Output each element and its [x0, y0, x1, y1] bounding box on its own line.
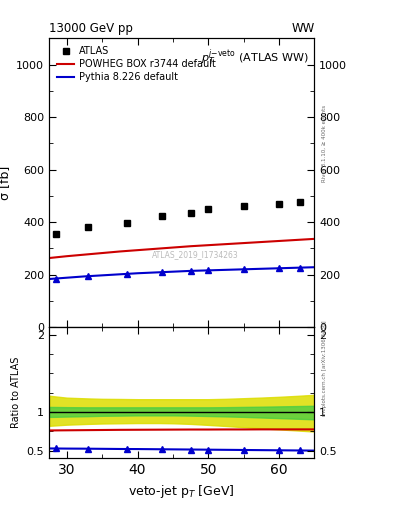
Text: mcplots.cern.ch [arXiv:1306.3436]: mcplots.cern.ch [arXiv:1306.3436] [322, 321, 327, 416]
POWHEG BOX r3744 default [224, 241, 228, 247]
Pythia 8.226 default [312, 264, 317, 270]
POWHEG BOX r3744 default [47, 255, 51, 261]
POWHEG BOX r3744 default [171, 244, 175, 250]
POWHEG BOX r3744 default [188, 243, 193, 249]
Pythia 8.226 default [241, 266, 246, 272]
POWHEG BOX r3744 default [259, 239, 264, 245]
Pythia 8.226 default [64, 274, 69, 281]
ATLAS [188, 210, 193, 216]
POWHEG BOX r3744 default [206, 242, 211, 248]
Y-axis label: σ [fb]: σ [fb] [0, 165, 11, 200]
ATLAS [206, 206, 211, 212]
Line: Pythia 8.226 default: Pythia 8.226 default [49, 267, 314, 279]
ATLAS [54, 231, 59, 237]
ATLAS [298, 199, 303, 205]
Pythia 8.226 default [277, 265, 281, 271]
Pythia 8.226 default [135, 270, 140, 276]
Line: ATLAS: ATLAS [53, 199, 304, 238]
Pythia 8.226 default [171, 269, 175, 275]
Pythia 8.226 default [47, 276, 51, 282]
Pythia 8.226 default [100, 272, 105, 279]
Pythia 8.226 default [206, 267, 211, 273]
POWHEG BOX r3744 default [100, 250, 105, 256]
POWHEG BOX r3744 default [241, 240, 246, 246]
ATLAS [241, 203, 246, 209]
Pythia 8.226 default [188, 268, 193, 274]
POWHEG BOX r3744 default [153, 246, 158, 252]
Y-axis label: Ratio to ATLAS: Ratio to ATLAS [11, 357, 21, 429]
Text: $p_T^{j\rm{-veto}}$ (ATLAS WW): $p_T^{j\rm{-veto}}$ (ATLAS WW) [201, 47, 309, 68]
ATLAS [125, 220, 129, 226]
Text: 13000 GeV pp: 13000 GeV pp [49, 22, 133, 35]
Text: Rivet 3.1.10, ≥ 400k events: Rivet 3.1.10, ≥ 400k events [322, 105, 327, 182]
POWHEG BOX r3744 default [64, 253, 69, 259]
Pythia 8.226 default [153, 269, 158, 275]
ATLAS [86, 224, 90, 230]
Pythia 8.226 default [294, 265, 299, 271]
Pythia 8.226 default [82, 273, 87, 280]
Text: WW: WW [291, 22, 314, 35]
POWHEG BOX r3744 default [277, 238, 281, 244]
Pythia 8.226 default [224, 267, 228, 273]
Pythia 8.226 default [118, 271, 122, 278]
Pythia 8.226 default [259, 266, 264, 272]
POWHEG BOX r3744 default [294, 237, 299, 243]
ATLAS [160, 212, 165, 219]
POWHEG BOX r3744 default [82, 251, 87, 258]
ATLAS [277, 201, 281, 207]
POWHEG BOX r3744 default [312, 236, 317, 242]
Legend: ATLAS, POWHEG BOX r3744 default, Pythia 8.226 default: ATLAS, POWHEG BOX r3744 default, Pythia … [54, 43, 219, 85]
Line: POWHEG BOX r3744 default: POWHEG BOX r3744 default [49, 239, 314, 258]
POWHEG BOX r3744 default [118, 248, 122, 254]
Text: ATLAS_2019_I1734263: ATLAS_2019_I1734263 [152, 250, 239, 260]
POWHEG BOX r3744 default [135, 247, 140, 253]
X-axis label: veto-jet p$_T$ [GeV]: veto-jet p$_T$ [GeV] [129, 483, 235, 500]
